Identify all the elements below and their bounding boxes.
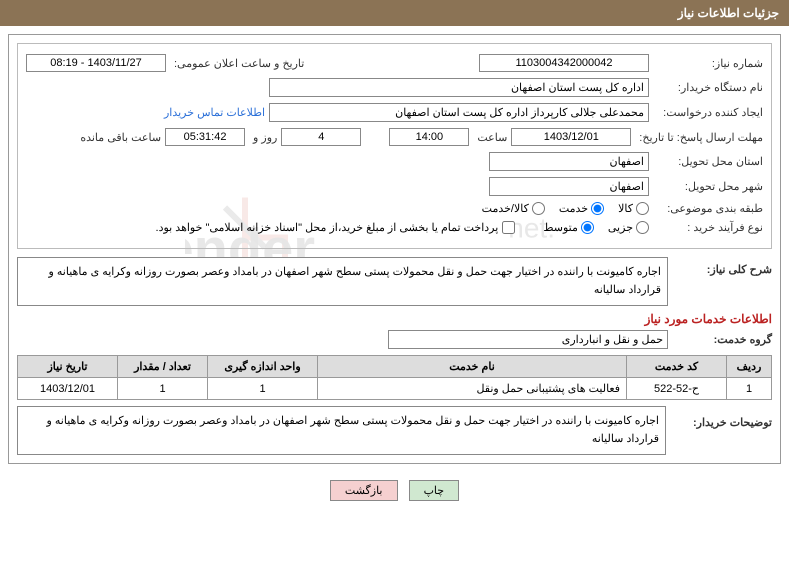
radio-goods-service[interactable]: کالا/خدمت <box>482 202 545 215</box>
process-label: نوع فرآیند خرید : <box>653 221 763 234</box>
announce-value: 1403/11/27 - 08:19 <box>26 54 166 72</box>
outer-panel: AriaTender .net شماره نیاز: 110300434200… <box>8 34 781 464</box>
cell-qty: 1 <box>118 378 208 400</box>
header-title: جزئیات اطلاعات نیاز <box>678 6 779 20</box>
buyer-org-label: نام دستگاه خریدار: <box>653 81 763 94</box>
countdown-suffix: ساعت باقی مانده <box>76 131 161 144</box>
radio-goods-service-label: کالا/خدمت <box>482 202 529 215</box>
buyer-notes-label: توضیحات خریدار: <box>672 406 772 429</box>
delivery-city: اصفهان <box>489 177 649 196</box>
row-buyer-org: نام دستگاه خریدار: اداره کل پست استان اص… <box>26 78 763 97</box>
summary-text: اجاره کامیونت با راننده در اختیار جهت حم… <box>17 257 668 306</box>
row-delivery-city: شهر محل تحویل: اصفهان <box>26 177 763 196</box>
cell-idx: 1 <box>727 378 772 400</box>
back-button[interactable]: بازگشت <box>330 480 398 501</box>
cell-date: 1403/12/01 <box>18 378 118 400</box>
deadline-label: مهلت ارسال پاسخ: تا تاریخ: <box>635 131 763 144</box>
row-category: طبقه بندی موضوعی: کالا خدمت کالا/خدمت <box>26 202 763 215</box>
row-process: نوع فرآیند خرید : جزیی متوسط پرداخت تمام… <box>26 221 763 234</box>
category-label: طبقه بندی موضوعی: <box>653 202 763 215</box>
th-qty: تعداد / مقدار <box>118 356 208 378</box>
category-radio-group: کالا خدمت کالا/خدمت <box>482 202 649 215</box>
th-name: نام خدمت <box>318 356 627 378</box>
row-service-group: گروه خدمت: حمل و نقل و انبارداری <box>17 330 772 349</box>
buyer-org-value: اداره کل پست استان اصفهان <box>269 78 649 97</box>
contact-link[interactable]: اطلاعات تماس خریدار <box>164 106 265 119</box>
cell-name: فعالیت های پشتیبانی حمل ونقل <box>318 378 627 400</box>
deadline-date: 1403/12/01 <box>511 128 631 146</box>
row-buyer-notes: توضیحات خریدار: اجاره کامیونت با راننده … <box>17 406 772 455</box>
days-value: 4 <box>281 128 361 146</box>
need-number-value: 1103004342000042 <box>479 54 649 72</box>
row-deadline: مهلت ارسال پاسخ: تا تاریخ: 1403/12/01 سا… <box>26 128 763 146</box>
page-container: جزئیات اطلاعات نیاز AriaTender .net شمار… <box>0 0 789 505</box>
row-summary: شرح کلی نیاز: اجاره کامیونت با راننده در… <box>17 257 772 306</box>
radio-medium-label: متوسط <box>543 221 578 234</box>
delivery-province: اصفهان <box>489 152 649 171</box>
row-delivery-province: استان محل تحویل: اصفهان <box>26 152 763 171</box>
th-row: ردیف <box>727 356 772 378</box>
service-group-value: حمل و نقل و انبارداری <box>388 330 668 349</box>
service-group-label: گروه خدمت: <box>672 333 772 346</box>
services-table: ردیف کد خدمت نام خدمت واحد اندازه گیری ت… <box>17 355 772 400</box>
delivery-province-label: استان محل تحویل: <box>653 155 763 168</box>
radio-medium[interactable]: متوسط <box>543 221 594 234</box>
radio-partial[interactable]: جزیی <box>608 221 649 234</box>
cell-code: ح-52-522 <box>627 378 727 400</box>
th-unit: واحد اندازه گیری <box>208 356 318 378</box>
cell-unit: 1 <box>208 378 318 400</box>
payment-note: پرداخت تمام یا بخشی از مبلغ خرید،از محل … <box>156 221 499 234</box>
print-button[interactable]: چاپ <box>409 480 460 501</box>
radio-medium-input[interactable] <box>581 221 594 234</box>
header-bar: جزئیات اطلاعات نیاز <box>0 0 789 26</box>
time-label: ساعت <box>473 131 507 144</box>
radio-goods-service-input[interactable] <box>532 202 545 215</box>
radio-partial-label: جزیی <box>608 221 633 234</box>
table-header-row: ردیف کد خدمت نام خدمت واحد اندازه گیری ت… <box>18 356 772 378</box>
th-date: تاریخ نیاز <box>18 356 118 378</box>
radio-goods-input[interactable] <box>636 202 649 215</box>
delivery-city-label: شهر محل تحویل: <box>653 180 763 193</box>
need-number-label: شماره نیاز: <box>653 57 763 70</box>
requester-label: ایجاد کننده درخواست: <box>653 106 763 119</box>
services-section-title: اطلاعات خدمات مورد نیاز <box>17 312 772 326</box>
buyer-notes-text: اجاره کامیونت با راننده در اختیار جهت حم… <box>17 406 666 455</box>
process-radio-group: جزیی متوسط <box>543 221 649 234</box>
row-need-number: شماره نیاز: 1103004342000042 تاریخ و ساع… <box>26 54 763 72</box>
days-suffix: روز و <box>249 131 277 144</box>
countdown: 05:31:42 <box>165 128 245 146</box>
payment-checkbox[interactable]: پرداخت تمام یا بخشی از مبلغ خرید،از محل … <box>156 221 516 234</box>
radio-service[interactable]: خدمت <box>559 202 604 215</box>
radio-goods-label: کالا <box>618 202 633 215</box>
payment-checkbox-input[interactable] <box>502 221 515 234</box>
th-code: کد خدمت <box>627 356 727 378</box>
button-row: چاپ بازگشت <box>0 472 789 505</box>
row-requester: ایجاد کننده درخواست: محمدعلی جلالی کارپر… <box>26 103 763 122</box>
table-row: 1 ح-52-522 فعالیت های پشتیبانی حمل ونقل … <box>18 378 772 400</box>
requester-value: محمدعلی جلالی کارپرداز اداره کل پست استا… <box>269 103 649 122</box>
deadline-time: 14:00 <box>389 128 469 146</box>
radio-goods[interactable]: کالا <box>618 202 649 215</box>
radio-service-label: خدمت <box>559 202 588 215</box>
radio-partial-input[interactable] <box>636 221 649 234</box>
announce-label: تاریخ و ساعت اعلان عمومی: <box>170 57 304 70</box>
main-fieldset: شماره نیاز: 1103004342000042 تاریخ و ساع… <box>17 43 772 249</box>
summary-label: شرح کلی نیاز: <box>672 257 772 276</box>
radio-service-input[interactable] <box>591 202 604 215</box>
